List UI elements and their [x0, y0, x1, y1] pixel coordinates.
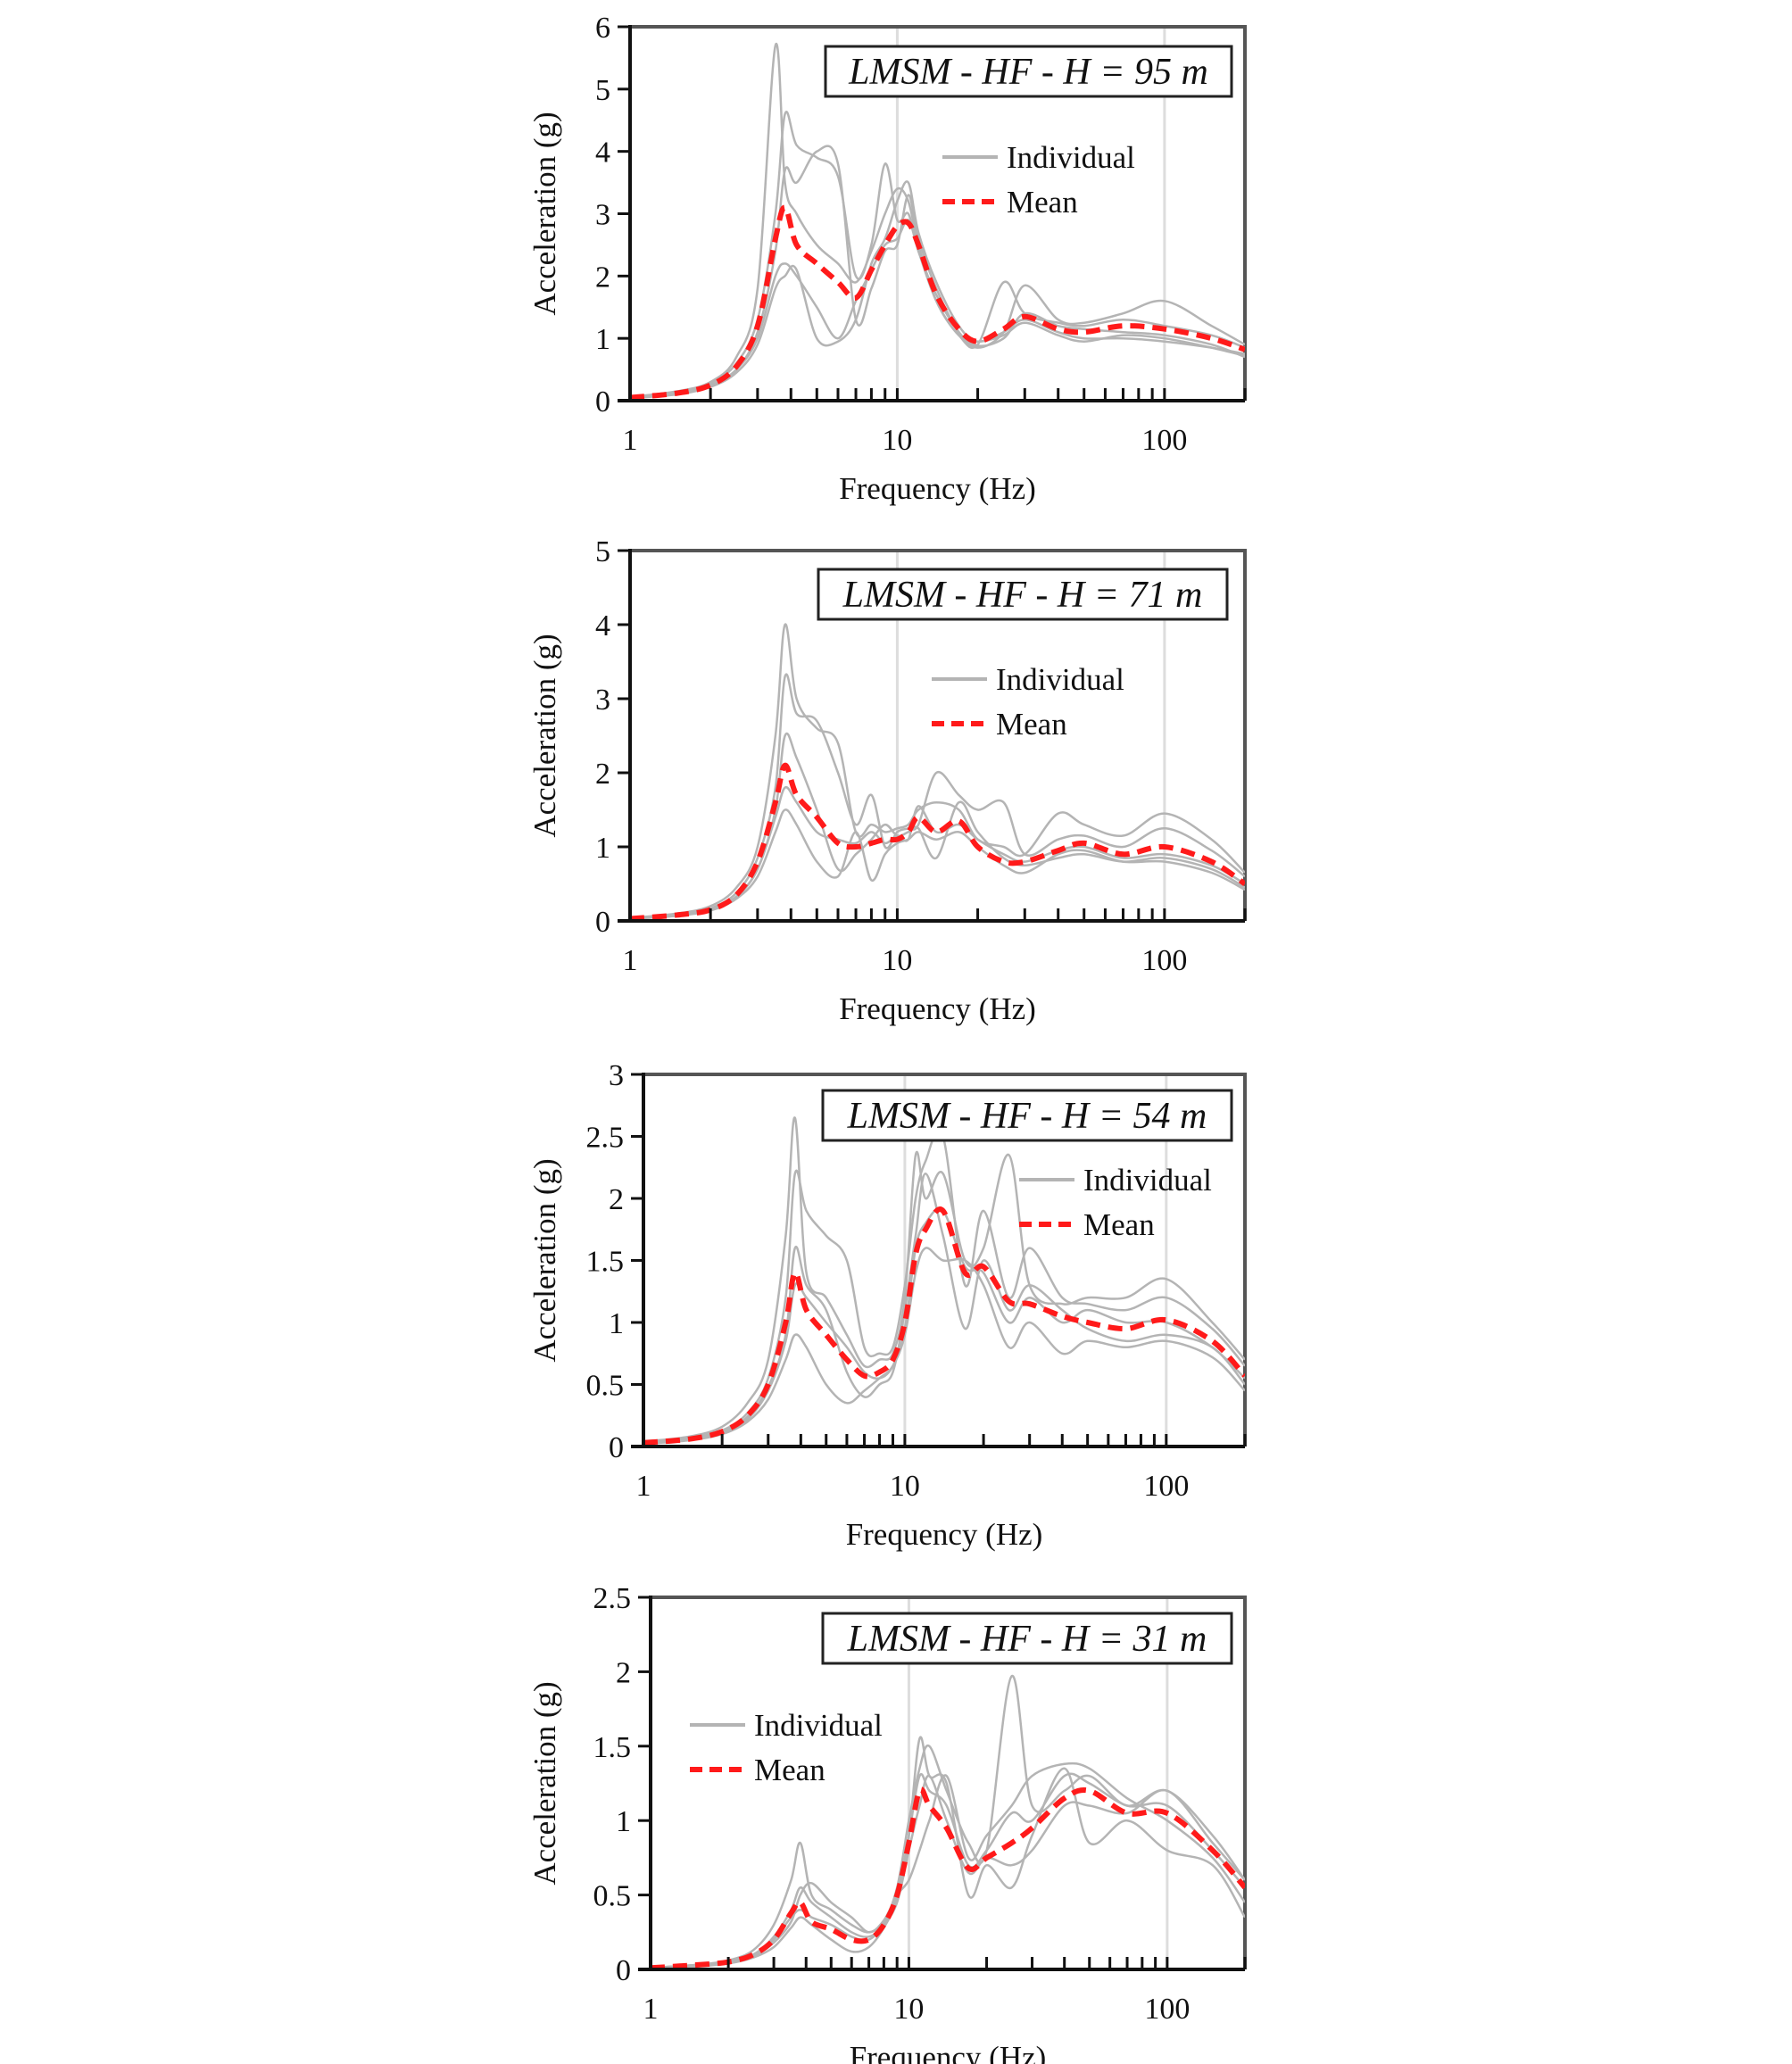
x-tick-label: 1: [636, 1470, 651, 1503]
y-tick-label: 2: [609, 1183, 624, 1216]
y-tick-label: 1: [609, 1307, 624, 1340]
y-tick-label: 1: [595, 832, 610, 865]
legend: Individual Mean: [1019, 1163, 1212, 1242]
y-tick-label: 4: [595, 137, 610, 170]
legend-label-individual: Individual: [1083, 1163, 1212, 1198]
plot-frame: [643, 1073, 1247, 1446]
legend-label-individual: Individual: [996, 662, 1124, 697]
title-box: [821, 1089, 1233, 1142]
x-tick-label: 1: [643, 1993, 659, 2026]
y-tick-label: 3: [595, 684, 610, 717]
y-tick-label: 2: [616, 1656, 631, 1689]
legend: Individual Mean: [690, 1708, 883, 1787]
y-tick-label: 3: [609, 1059, 624, 1092]
x-tick-label: 10: [882, 424, 912, 457]
individual-series-line: [630, 180, 1245, 400]
y-axis-title: Acceleration (g): [527, 1158, 562, 1362]
individual-series-line: [630, 42, 1245, 399]
y-tick-label: 1: [616, 1805, 631, 1838]
legend-label-mean: Mean: [1083, 1207, 1155, 1242]
y-axis-title: Acceleration (g): [527, 112, 562, 315]
mean-series-line: [630, 204, 1245, 401]
title-box: [817, 568, 1229, 621]
individual-series-line: [630, 219, 1245, 399]
individual-series-line: [630, 808, 1245, 920]
legend-label-mean: Mean: [996, 707, 1067, 742]
individual-series-line: [630, 732, 1245, 920]
x-tick-label: 10: [882, 944, 912, 977]
individual-series-line: [651, 1774, 1245, 1969]
x-tick-label: 100: [1141, 424, 1187, 457]
chart-title: LMSM - HF - H = 54 m: [847, 1096, 1207, 1137]
y-tick-label: 4: [595, 609, 610, 642]
x-axis-title: Frequency (Hz): [846, 1517, 1043, 1552]
mean-series-line: [630, 762, 1245, 921]
y-axis-title: Acceleration (g): [527, 634, 562, 837]
plot-frame: [630, 549, 1247, 921]
individual-series-line: [643, 1129, 1245, 1445]
y-tick-label: 2: [595, 261, 610, 294]
chart-title: LMSM - HF - H = 71 m: [842, 575, 1203, 616]
y-tick-label: 1.5: [593, 1731, 632, 1764]
individual-series-line: [651, 1772, 1245, 1969]
y-tick-label: 2.5: [586, 1122, 625, 1155]
plot-frame: [630, 25, 1247, 401]
x-tick-label: 1: [623, 424, 638, 457]
y-tick-label: 0: [609, 1431, 624, 1464]
x-axis-title: Frequency (Hz): [839, 991, 1036, 1026]
title-box: [824, 45, 1233, 98]
x-tick-label: 100: [1143, 1470, 1189, 1503]
legend-label-mean: Mean: [1007, 185, 1078, 220]
individual-series-line: [643, 1116, 1245, 1443]
y-tick-label: 1.5: [586, 1246, 625, 1279]
chart-panel-4: 0 0.5 1 1.5 2 2.5 1 10 100 Frequency (Hz) Accelera…: [527, 1582, 1247, 2064]
x-axis-title: Frequency (Hz): [839, 471, 1036, 506]
x-axis-title: Frequency (Hz): [850, 2040, 1047, 2064]
legend-label-individual: Individual: [1007, 140, 1135, 175]
y-tick-label: 3: [595, 199, 610, 232]
y-axis-title: Acceleration (g): [527, 1681, 562, 1885]
y-tick-label: 5: [595, 74, 610, 107]
y-tick-label: 0: [595, 385, 610, 419]
x-tick-label: 100: [1144, 1993, 1190, 2026]
mean-series-line: [643, 1206, 1245, 1446]
y-tick-label: 0.5: [593, 1880, 632, 1913]
chart-panel-3: 0 0.5 1 1.5 2 2.5 3 1 10 100 Frequency (Hz) Acceler…: [527, 1059, 1247, 1552]
y-tick-label: 6: [595, 12, 610, 45]
x-tick-label: 10: [890, 1470, 920, 1503]
y-tick-label: 0: [616, 1954, 631, 1987]
individual-series-line: [630, 623, 1245, 919]
mean-series-line: [651, 1786, 1245, 1969]
x-tick-label: 100: [1141, 944, 1187, 977]
legend: Individual Mean: [932, 662, 1124, 742]
y-tick-label: 0: [595, 906, 610, 939]
individual-series-line: [651, 1761, 1245, 1969]
individual-series-line: [651, 1736, 1245, 1969]
individual-series-line: [651, 1675, 1245, 1969]
y-tick-label: 2.5: [593, 1582, 632, 1615]
plot-frame: [651, 1596, 1247, 1969]
individual-series-line: [643, 1247, 1245, 1446]
legend: Individual Mean: [942, 140, 1135, 220]
y-tick-label: 2: [595, 758, 610, 791]
individual-series-line: [643, 1207, 1245, 1445]
individual-series-line: [630, 785, 1245, 920]
y-tick-label: 1: [595, 323, 610, 356]
chart-title: LMSM - HF - H = 95 m: [848, 52, 1208, 93]
x-tick-label: 10: [893, 1993, 924, 2026]
x-tick-label: 1: [623, 944, 638, 977]
individual-series-line: [630, 673, 1245, 920]
y-tick-label: 5: [595, 535, 610, 568]
individual-series-line: [630, 111, 1245, 399]
chart-title: LMSM - HF - H = 31 m: [847, 1619, 1207, 1660]
legend-label-individual: Individual: [754, 1708, 883, 1743]
legend-label-mean: Mean: [754, 1753, 825, 1787]
title-box: [821, 1612, 1233, 1665]
individual-series-line: [630, 145, 1245, 399]
y-tick-label: 0.5: [586, 1370, 625, 1403]
